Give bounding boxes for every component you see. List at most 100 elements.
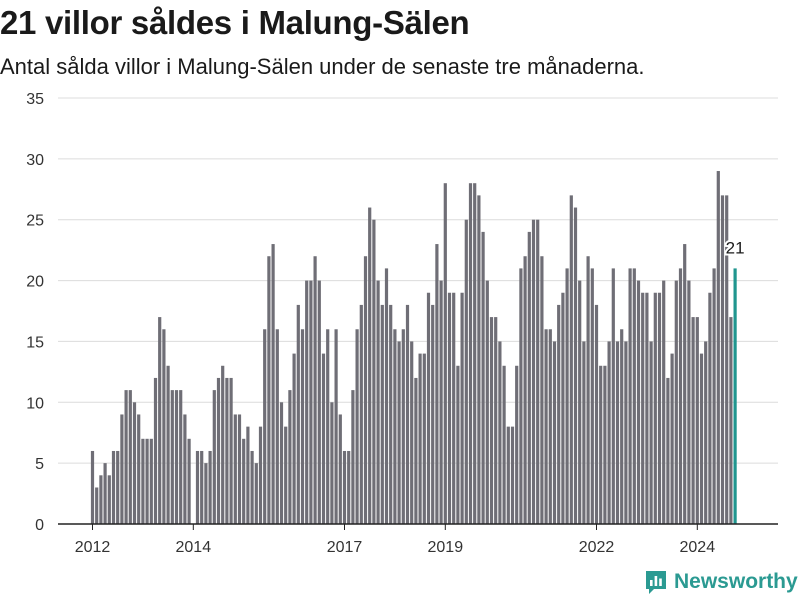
bar — [573, 207, 578, 525]
newsworthy-logo-icon — [646, 571, 666, 594]
highlight-value-label: 21 — [726, 238, 745, 257]
bar — [599, 365, 603, 524]
bar — [107, 475, 111, 524]
bar — [569, 195, 573, 524]
bar — [288, 390, 292, 524]
bar — [636, 280, 641, 524]
bar — [678, 268, 683, 524]
bar — [170, 390, 174, 524]
bar — [263, 329, 267, 524]
bar — [246, 426, 250, 524]
bar — [561, 292, 565, 524]
y-tick-label: 30 — [26, 152, 44, 169]
bar — [330, 402, 334, 524]
bar — [708, 292, 712, 524]
bar — [95, 487, 99, 524]
bar — [565, 268, 569, 524]
bar — [384, 268, 389, 524]
bar — [603, 365, 607, 524]
bar — [221, 365, 225, 524]
bar — [158, 317, 162, 524]
bar — [544, 329, 548, 524]
bar — [725, 195, 729, 524]
bar — [531, 219, 536, 524]
bar — [552, 341, 557, 524]
bar — [502, 365, 506, 524]
bar — [473, 183, 477, 524]
bar — [460, 292, 464, 524]
y-tick-label: 25 — [26, 213, 44, 230]
bar — [435, 244, 439, 524]
highlight-bar — [733, 268, 737, 524]
bar — [250, 450, 254, 524]
bar — [351, 390, 355, 524]
annotations: 21 — [724, 236, 747, 259]
bar — [695, 317, 699, 524]
bar — [540, 256, 544, 524]
bar — [137, 414, 141, 524]
bar — [166, 365, 170, 524]
bar — [649, 341, 653, 524]
bar — [334, 329, 338, 524]
bar — [641, 292, 645, 524]
bar — [124, 390, 128, 524]
bar — [200, 450, 204, 524]
bar — [586, 256, 590, 524]
bar — [683, 244, 687, 524]
bar — [653, 292, 657, 524]
bar — [481, 231, 485, 524]
bar — [506, 426, 510, 524]
chart-title: 21 villor såldes i Malung-Sälen — [0, 4, 470, 41]
bar — [279, 402, 284, 524]
bar — [300, 329, 305, 524]
bar — [582, 341, 586, 524]
bar — [729, 317, 733, 524]
bar — [99, 475, 103, 524]
bar — [447, 292, 452, 524]
bar — [720, 195, 725, 524]
bar — [657, 292, 662, 524]
bar — [498, 341, 502, 524]
bar — [153, 377, 158, 524]
bar — [116, 450, 120, 524]
bar — [422, 353, 426, 524]
bar — [225, 377, 229, 524]
brand-logo: Newsworthy — [644, 566, 798, 598]
bar — [615, 341, 620, 524]
bar — [380, 304, 384, 524]
bar — [393, 329, 397, 524]
y-tick-label: 5 — [35, 456, 44, 473]
y-tick-label: 0 — [35, 517, 44, 534]
bar — [699, 353, 704, 524]
bar — [292, 353, 296, 524]
x-tick-label: 2012 — [75, 539, 111, 556]
bar — [519, 268, 523, 524]
chart-subtitle: Antal sålda villor i Malung-Sälen under … — [0, 54, 645, 79]
bar — [494, 317, 498, 524]
bar — [439, 280, 443, 524]
bar — [321, 353, 326, 524]
bar — [359, 304, 363, 524]
bar — [284, 426, 288, 524]
bar — [271, 244, 275, 524]
bars — [90, 171, 737, 525]
bar — [611, 268, 615, 524]
bar — [548, 329, 552, 524]
bar — [376, 280, 380, 524]
bar — [183, 414, 187, 524]
bar — [410, 341, 414, 524]
bar — [687, 280, 691, 524]
bar — [237, 414, 242, 524]
bar — [212, 390, 216, 524]
y-tick-label: 15 — [26, 334, 44, 351]
bar — [578, 280, 582, 524]
bar — [716, 171, 720, 524]
bar — [426, 292, 431, 524]
bar — [317, 280, 321, 524]
bar — [431, 304, 435, 524]
bar — [670, 353, 674, 524]
bar — [195, 450, 200, 524]
bar — [590, 268, 594, 524]
bar — [229, 377, 233, 524]
